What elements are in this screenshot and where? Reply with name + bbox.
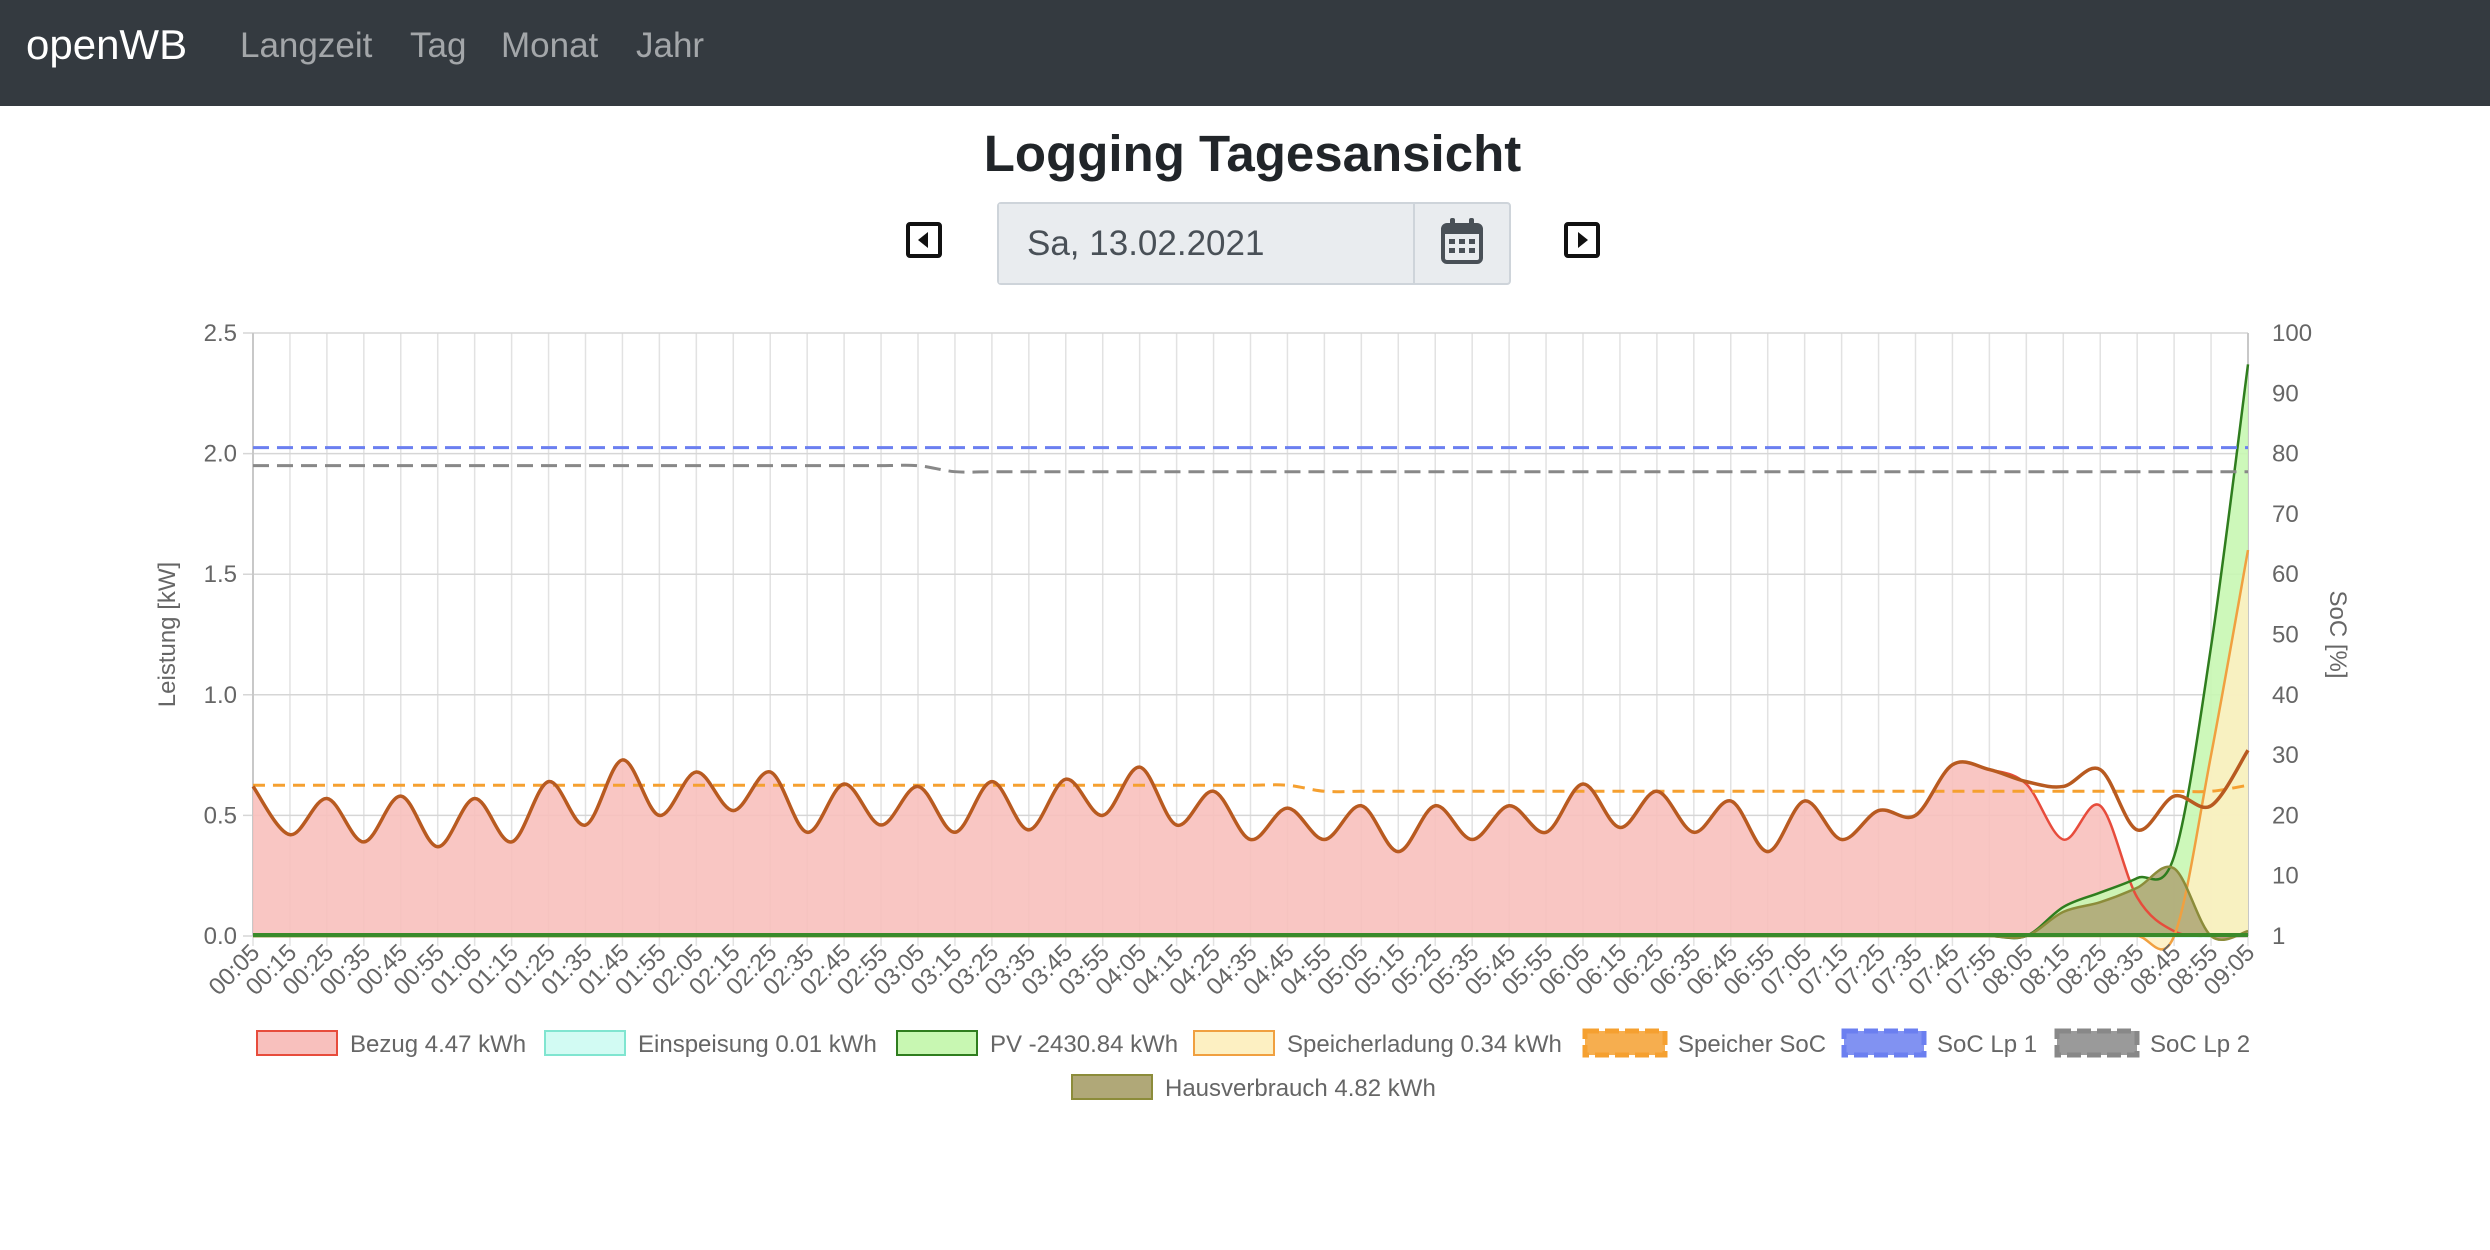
y-left-tick-label: 2.0	[204, 441, 237, 468]
caret-right-square-icon	[1578, 232, 1588, 248]
date-input[interactable]	[999, 204, 1415, 283]
y-right-tick-label: 60	[2272, 561, 2299, 588]
y-left-tick-label: 0.0	[204, 923, 237, 950]
nav-link-jahr[interactable]: Jahr	[636, 26, 705, 65]
y-right-tick-label: 20	[2272, 802, 2299, 829]
y-right-tick-label: 40	[2272, 682, 2299, 709]
brand-logo[interactable]: openWB	[26, 21, 188, 68]
nav-link-tag[interactable]: Tag	[410, 26, 467, 65]
y-right-axis-title: SoC [%]	[2324, 590, 2351, 678]
overlay-line-0	[251, 749, 2250, 854]
y-right-tick-label: 80	[2272, 441, 2299, 468]
y-left-tick-label: 1.0	[204, 682, 237, 709]
legend-swatch-0	[256, 1030, 338, 1056]
prev-day-button[interactable]	[906, 222, 942, 258]
legend-swatch-7	[1071, 1074, 1153, 1100]
power-chart: 0.0 0.5 1.0 1.5 2.0 2.5 1 10 20 30 40 50 60 70 80 90 100…	[154, 320, 2351, 1102]
legend-label-5: SoC Lp 1	[1937, 1031, 2037, 1058]
navbar: openWB Langzeit Tag Monat Jahr	[0, 0, 2490, 106]
series-area-0	[253, 759, 2248, 937]
series-line-4	[252, 783, 2249, 794]
y-right-tick-label: 50	[2272, 622, 2299, 649]
nav-link-langzeit[interactable]: Langzeit	[240, 26, 373, 65]
legend-label-2: PV -2430.84 kWh	[990, 1031, 1178, 1058]
legend-label-1: Einspeisung 0.01 kWh	[638, 1031, 877, 1058]
caret-left-square-icon	[918, 232, 928, 248]
legend-swatch-5	[1841, 1028, 1927, 1058]
y-right-tick-label: 10	[2272, 863, 2299, 890]
legend-label-6: SoC Lp 2	[2150, 1031, 2250, 1058]
y-right-tick-label: 90	[2272, 380, 2299, 407]
legend-swatch-2	[896, 1030, 978, 1056]
y-left-tick-label: 1.5	[204, 561, 237, 588]
legend-swatch-4	[1582, 1028, 1668, 1058]
legend-label-3: Speicherladung 0.34 kWh	[1287, 1031, 1562, 1058]
calendar-button[interactable]	[1415, 204, 1509, 283]
legend-swatch-1	[544, 1030, 626, 1056]
legend-label-7: Hausverbrauch 4.82 kWh	[1165, 1075, 1436, 1102]
y-right-tick-label: 100	[2272, 320, 2312, 347]
nav-link-monat[interactable]: Monat	[501, 26, 599, 65]
y-right-tick-label: 1	[2272, 923, 2285, 950]
next-day-button[interactable]	[1564, 222, 1600, 258]
series-area-7	[253, 866, 2248, 940]
page-title: Logging Tagesansicht	[983, 125, 1522, 182]
y-left-tick-label: 2.5	[204, 320, 237, 347]
y-left-axis-title: Leistung [kW]	[154, 562, 181, 707]
legend-label-0: Bezug 4.47 kWh	[350, 1031, 526, 1058]
legend-swatch-6	[2054, 1028, 2140, 1058]
calendar-icon	[1441, 218, 1483, 264]
y-left-tick-label: 0.5	[204, 802, 237, 829]
legend-label-4: Speicher SoC	[1678, 1031, 1826, 1058]
y-right-tick-label: 30	[2272, 742, 2299, 769]
date-picker	[997, 202, 1511, 285]
series-line-6	[253, 463, 2248, 474]
legend-swatch-3	[1193, 1030, 1275, 1056]
y-right-tick-label: 70	[2272, 501, 2299, 528]
